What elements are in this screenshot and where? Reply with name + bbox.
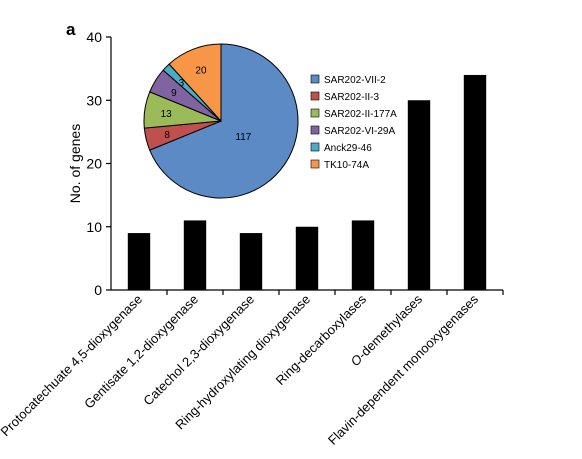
x-tick-labels: Protocatechuate 4,5-dioxygenaseGentisate… <box>0 291 481 448</box>
legend-swatch <box>310 125 320 135</box>
pie-slice <box>149 43 299 199</box>
y-axis-label: No. of genes <box>67 124 83 203</box>
bar <box>407 100 431 290</box>
pie-slice-label: 117 <box>235 132 251 143</box>
legend-swatch <box>310 108 320 118</box>
legend-swatch <box>310 91 320 101</box>
legend-label: Anck29-46 <box>324 143 372 154</box>
legend-label: SAR202-VII-2 <box>324 75 386 86</box>
y-tick-label: 30 <box>86 92 102 108</box>
pie-slice-label: 3 <box>179 78 185 89</box>
y-tick-label: 10 <box>86 219 102 235</box>
x-tick-label: Gentisate 1,2-dioxygenase <box>81 292 201 412</box>
pie-slice-label: 9 <box>171 88 177 99</box>
legend-swatch <box>310 159 320 169</box>
pie-slice <box>168 43 222 123</box>
legend-label: TK10-74A <box>324 160 369 171</box>
bar <box>295 226 319 290</box>
bar-series <box>127 74 487 290</box>
pie-slice-label: 13 <box>161 109 173 120</box>
bar <box>127 233 151 290</box>
bar <box>351 220 375 290</box>
bar-chart-axes: 0 10 20 30 40 No. of genes <box>67 29 504 298</box>
legend-swatch <box>310 142 320 152</box>
legend-label: SAR202-II-177A <box>324 109 397 120</box>
legend-label: SAR202-VI-29A <box>324 126 395 137</box>
bar <box>463 74 487 290</box>
pie-slice-label: 8 <box>164 130 170 141</box>
legend-label: SAR202-II-3 <box>324 92 379 103</box>
y-tick-label: 20 <box>86 156 102 172</box>
panel-label: a <box>66 20 76 39</box>
y-tick-label: 40 <box>86 29 102 45</box>
bar <box>183 220 207 290</box>
pie-slice-label: 20 <box>195 65 207 76</box>
pie-chart: 117 8 13 93 20 <box>143 43 299 199</box>
legend-swatch <box>310 74 320 84</box>
bar <box>239 233 263 290</box>
pie-legend: SAR202-VII-2 SAR202-II-3 SAR202-II-177A SAR… <box>310 74 397 171</box>
y-tick-label: 0 <box>94 282 102 298</box>
x-tick-label: Catechol 2,3-dioxygenase <box>140 292 257 409</box>
